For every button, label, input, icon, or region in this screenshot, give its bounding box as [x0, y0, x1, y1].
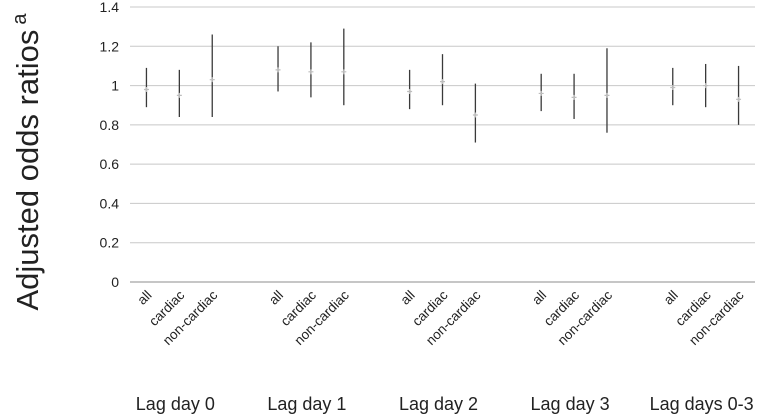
y-axis-title-superscript: a [9, 13, 31, 25]
point-estimate-marker [341, 69, 347, 75]
group-label: Lag day 0 [136, 394, 215, 414]
y-axis-title: Adjusted odds ratios a [9, 13, 45, 311]
point-estimate-marker [571, 94, 577, 100]
category-label: all [661, 288, 681, 308]
x-group-labels: Lag day 0 Lag day 1 Lag day 2 Lag day 3 Lag … [136, 394, 754, 414]
y-tick-labels: 0 0.2 0.4 0.6 0.8 1 1.2 1.4 [100, 0, 120, 290]
y-tick-label: 0.8 [100, 117, 120, 133]
point-estimate-marker [143, 87, 149, 92]
point-estimate-marker [308, 69, 314, 75]
category-label: all [266, 288, 286, 308]
point-estimate-marker [472, 112, 478, 118]
point-estimate-marker [275, 67, 281, 73]
y-tick-label: 0.4 [100, 195, 120, 211]
y-tick-label: 0 [111, 274, 119, 290]
y-tick-label: 1 [111, 78, 119, 94]
group-label: Lag day 3 [531, 394, 610, 414]
point-estimate-marker [703, 83, 709, 89]
point-estimate-marker [604, 92, 610, 98]
y-tick-label: 1.2 [100, 38, 120, 54]
point-estimate-marker [736, 96, 742, 102]
y-tick-label: 0.6 [100, 156, 120, 172]
category-label: all [134, 288, 154, 308]
group-label: Lag day 1 [267, 394, 346, 414]
y-axis-title-text: Adjusted odds ratios [10, 30, 45, 311]
point-estimate-marker [407, 88, 413, 94]
y-tick-label: 0.2 [100, 235, 120, 251]
point-estimate-marker [538, 90, 544, 96]
point-estimate-marker [176, 92, 182, 98]
point-estimate-marker [670, 85, 676, 91]
point-estimate-marker [440, 79, 445, 85]
point-estimate-marker [209, 77, 215, 83]
group-label: Lag days 0-3 [650, 394, 754, 414]
category-label: all [529, 288, 549, 308]
gridlines [130, 6, 755, 283]
error-bar-series [143, 28, 742, 143]
category-label: all [398, 288, 418, 308]
group-label: Lag day 2 [399, 394, 478, 414]
y-tick-label: 1.4 [100, 0, 120, 15]
